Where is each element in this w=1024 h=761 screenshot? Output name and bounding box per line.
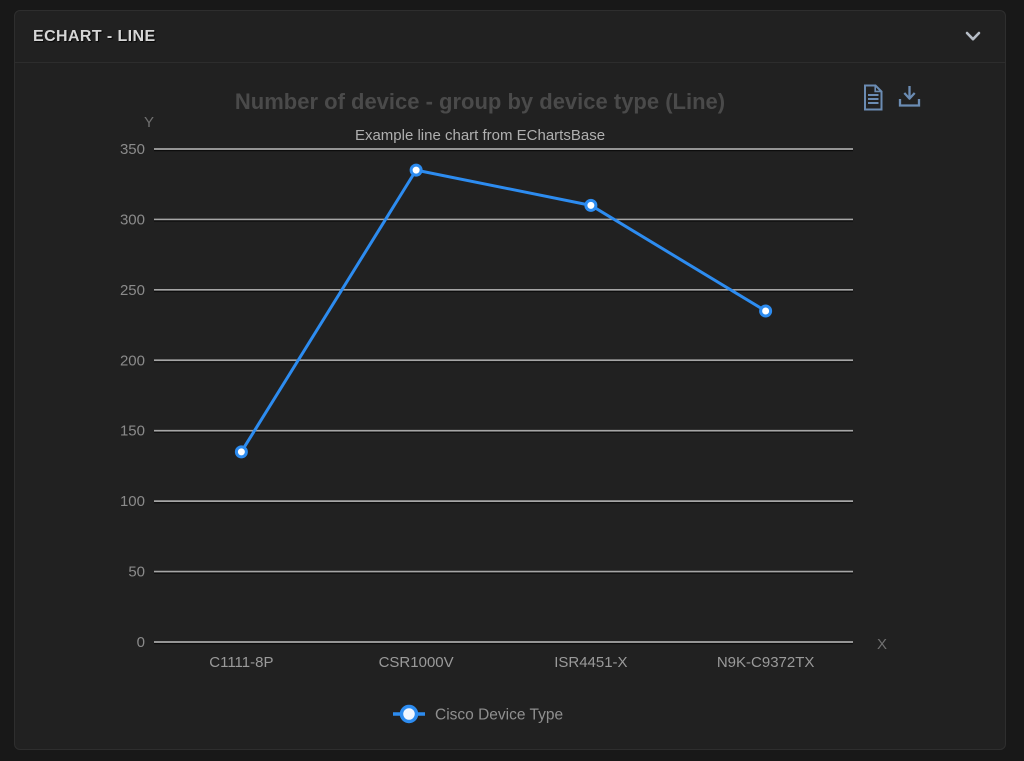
y-axis-name: Y xyxy=(144,114,154,131)
x-axis-name: X xyxy=(877,636,887,653)
legend-circle-marker xyxy=(399,704,419,724)
chart-toolbox xyxy=(862,84,921,111)
panel-header: ECHART - LINE xyxy=(15,11,1005,63)
y-tick-label: 350 xyxy=(120,141,145,158)
y-tick-label: 300 xyxy=(120,211,145,228)
x-tick-label: C1111-8P xyxy=(209,654,273,671)
data-point[interactable] xyxy=(584,198,598,212)
y-tick-label: 200 xyxy=(120,352,145,369)
y-tick-label: 150 xyxy=(120,423,145,440)
data-view-icon[interactable] xyxy=(862,84,884,111)
y-tick-label: 0 xyxy=(137,634,145,651)
x-tick-label: CSR1000V xyxy=(379,654,454,671)
legend-label: Cisco Device Type xyxy=(435,707,563,724)
x-tick-label: N9K-C9372TX xyxy=(717,654,815,671)
y-tick-label: 100 xyxy=(120,493,145,510)
data-point[interactable] xyxy=(759,304,773,318)
download-icon[interactable] xyxy=(898,84,921,111)
y-tick-label: 50 xyxy=(128,564,145,581)
chart-title: Number of device - group by device type … xyxy=(235,89,725,114)
data-point[interactable] xyxy=(409,163,423,177)
chart-subtitle: Example line chart from EChartsBase xyxy=(355,127,605,144)
x-tick-label: ISR4451-X xyxy=(554,654,627,671)
chevron-down-icon[interactable] xyxy=(965,31,981,42)
line-chart: Number of device - group by device type … xyxy=(120,89,887,724)
series-line xyxy=(239,168,768,454)
panel-title: ECHART - LINE xyxy=(33,27,156,45)
echart-line-panel: ECHART - LINE xyxy=(14,10,1006,750)
chart-container: Number of device - group by device type … xyxy=(15,63,1005,749)
data-point[interactable] xyxy=(234,445,248,459)
y-tick-label: 250 xyxy=(120,282,145,299)
legend-item[interactable]: Cisco Device Type xyxy=(393,704,563,724)
